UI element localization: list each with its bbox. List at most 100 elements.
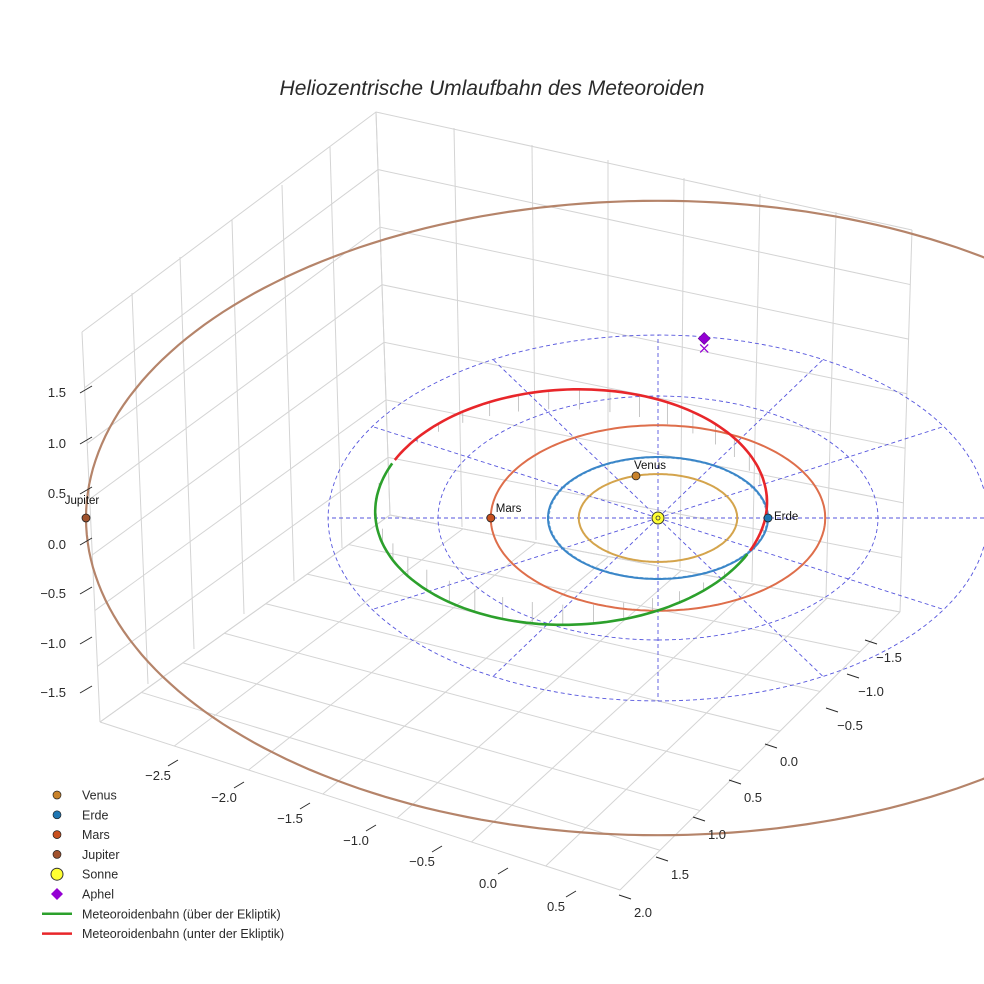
y-tick-mark	[825, 707, 839, 713]
ecliptic-spoke	[657, 517, 944, 610]
x-tick-mark	[299, 802, 311, 810]
z-tick-mark	[79, 436, 93, 445]
x-tick-mark	[565, 890, 577, 898]
box-grid-line	[173, 528, 464, 747]
box-grid-line	[396, 570, 682, 819]
y-tick-label: 1.0	[708, 827, 726, 842]
x-tick-mark	[233, 781, 245, 789]
box-grid-line	[389, 514, 901, 613]
x-tick-label: −1.0	[343, 833, 369, 848]
mars-marker	[486, 513, 496, 523]
x-tick-label: −1.5	[277, 811, 303, 826]
legend-label: Meteoroidenbahn (unter der Ekliptik)	[82, 927, 284, 941]
z-tick-label: −0.5	[40, 586, 66, 601]
sonne-marker	[651, 511, 665, 525]
legend-swatch	[52, 830, 62, 839]
z-tick-mark	[79, 385, 93, 394]
y-tick-label: −0.5	[837, 718, 863, 733]
legend-swatch	[52, 850, 62, 859]
box-grid-line	[248, 542, 537, 771]
aphel-marker	[697, 332, 711, 345]
box-grid	[81, 111, 913, 891]
venus-orbit	[577, 473, 739, 563]
box-grid-line	[99, 721, 621, 891]
legend-label: Mars	[82, 828, 110, 842]
y-tick-mark	[864, 639, 878, 645]
jupiter-marker	[81, 513, 91, 523]
legend-swatch	[50, 867, 64, 881]
box-grid-line	[322, 556, 609, 795]
z-tick-label: −1.0	[40, 636, 66, 651]
ecliptic-spoke	[372, 517, 659, 610]
legend-swatch	[52, 790, 62, 800]
mars-orbit	[489, 424, 827, 612]
legend-label: Sonne	[82, 868, 118, 882]
x-tick-label: −2.5	[145, 768, 171, 783]
box-grid-line	[307, 573, 821, 692]
z-tick-mark	[79, 685, 93, 694]
ecliptic-spoke	[657, 426, 944, 519]
y-tick-label: −1.5	[876, 650, 902, 665]
z-tick-label: −1.5	[40, 685, 66, 700]
venus-label: Venus	[634, 460, 666, 472]
z-tick-label: 1.5	[48, 385, 66, 400]
mars-label: Mars	[496, 503, 522, 515]
box-grid-line	[91, 341, 906, 556]
y-tick-mark	[764, 743, 778, 749]
meteoroid-orbit-below	[393, 388, 769, 527]
box-grid-line	[86, 226, 909, 444]
legend-swatch	[51, 888, 63, 900]
jupiter-orbit	[84, 199, 984, 837]
legend-label: Erde	[82, 808, 108, 822]
aphel-projection-marker	[699, 343, 709, 353]
y-tick-label: −1.0	[858, 684, 884, 699]
box-grid-line	[751, 193, 761, 583]
erde-marker	[763, 513, 773, 523]
y-tick-mark	[618, 894, 632, 900]
box-grid-line	[224, 632, 741, 772]
box-grid-line	[81, 111, 913, 333]
y-tick-mark	[692, 816, 706, 822]
box-grid-line	[179, 256, 195, 650]
box-grid-line	[141, 691, 661, 851]
ecliptic-spoke	[372, 426, 659, 519]
box-grid-line	[99, 514, 391, 723]
y-tick-label: 1.5	[671, 867, 689, 882]
x-tick-mark	[167, 759, 179, 767]
y-tick-label: 0.5	[744, 790, 762, 805]
ecliptic-spoke	[492, 359, 659, 519]
ecliptic-spoke	[492, 517, 659, 677]
box-grid-line	[84, 169, 911, 389]
jupiter-label: Jupiter	[65, 495, 100, 507]
y-tick-mark	[655, 856, 669, 862]
box-grid-line	[375, 111, 391, 516]
box-grid-line	[545, 597, 828, 867]
box-grid-line	[265, 603, 781, 732]
box-grid-line	[453, 127, 463, 528]
meteoroid-orbit-above	[373, 462, 749, 627]
box-grid-line	[131, 292, 149, 685]
box-grid-line	[94, 399, 904, 611]
legend-label: Venus	[82, 789, 117, 803]
box-grid-line	[97, 456, 902, 667]
ecliptic-spoke	[657, 359, 824, 519]
x-tick-mark	[431, 845, 443, 853]
tick-labels: 1.5 1.0 0.5 0.0 −0.5 −1.0 −1.5 −2.5 −2.0 −1.5 −1.0…	[40, 385, 902, 920]
box-grid-line	[231, 219, 245, 615]
box-grid-line	[329, 146, 343, 549]
venus-marker	[631, 471, 641, 481]
legend: Venus Erde Mars Jupiter Sonne Aphel Meteoroide…	[42, 789, 284, 941]
box-grid-line	[89, 284, 907, 500]
z-tick-label: 0.0	[48, 537, 66, 552]
y-tick-mark	[846, 673, 860, 679]
z-tick-mark	[79, 586, 93, 595]
chart-title: Heliozentrische Umlaufbahn des Meteoroid…	[280, 77, 705, 100]
z-tick-label: 0.5	[48, 486, 66, 501]
legend-label: Jupiter	[82, 848, 120, 862]
z-tick-mark	[79, 537, 93, 546]
x-tick-mark	[497, 867, 509, 875]
x-tick-mark	[365, 824, 377, 832]
z-tick-label: 1.0	[48, 436, 66, 451]
box-grid-line	[281, 184, 295, 582]
